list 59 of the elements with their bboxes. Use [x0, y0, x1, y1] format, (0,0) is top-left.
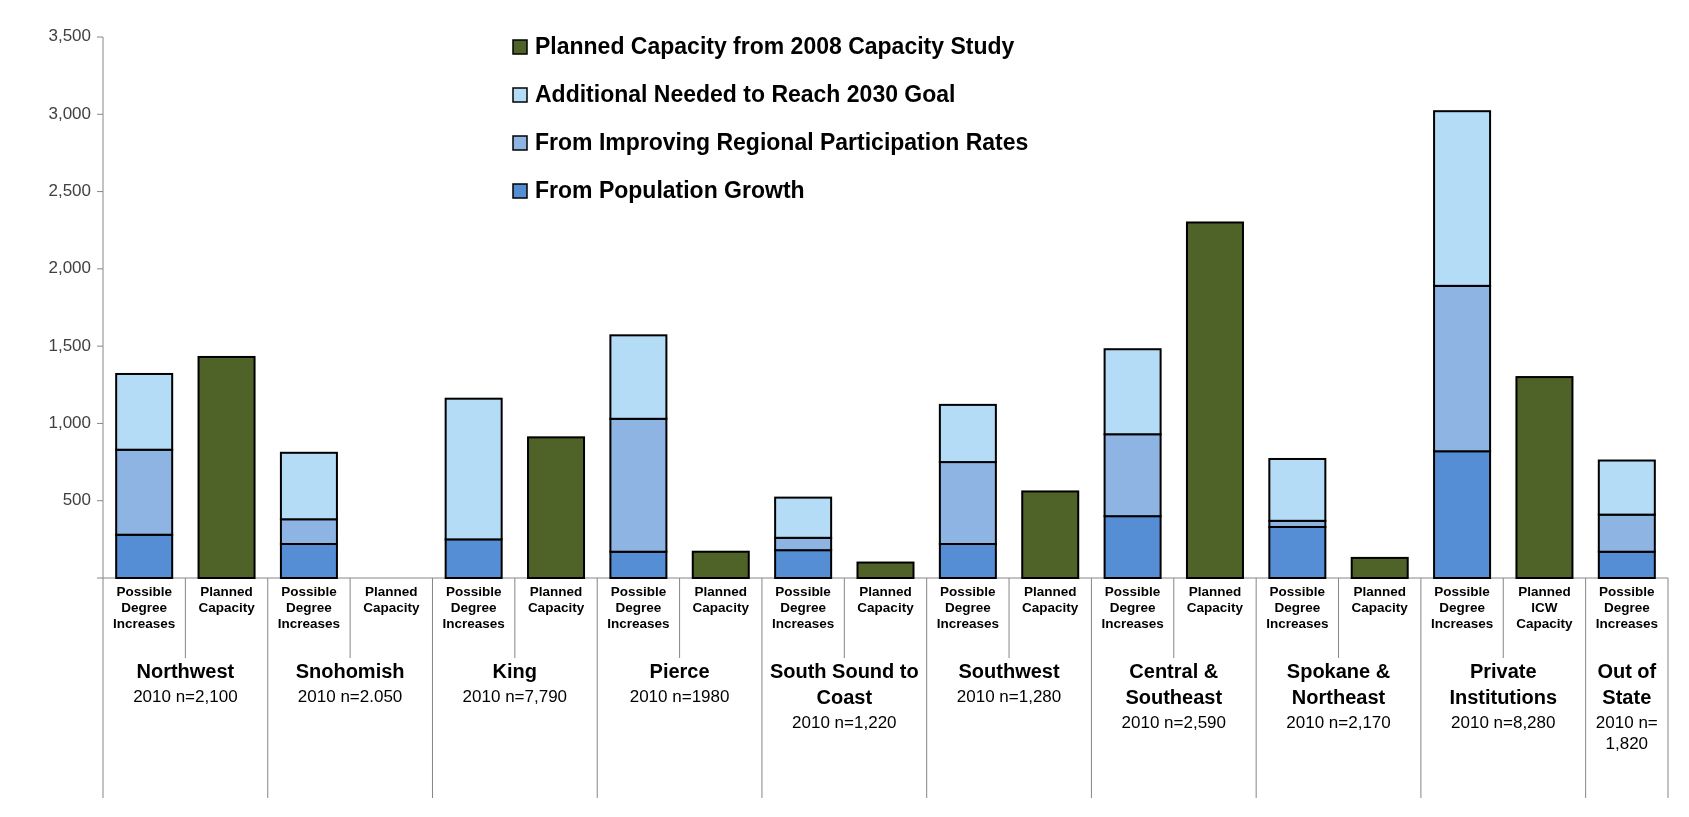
x-tick-label: Planned Capacity [857, 584, 915, 615]
bar [527, 436, 586, 579]
y-tick-label: 2,500 [48, 181, 91, 201]
x-tick-label: Planned Capacity [363, 584, 420, 615]
text: 2010 n=1,280 [956, 687, 1062, 706]
text: 2010 n=2.050 [297, 687, 403, 706]
text: Northwest [136, 660, 235, 682]
bar [1350, 556, 1409, 579]
x-tick-label: Possible Degree Increases [1266, 584, 1329, 631]
legend-label: Planned Capacity from 2008 Capacity Study [535, 33, 1015, 60]
bar [1185, 221, 1244, 579]
bar [1021, 490, 1080, 579]
legend-label: Additional Needed to Reach 2030 Goal [535, 81, 956, 108]
text: 2010 n= 1,820 [1595, 713, 1658, 753]
text: 2010 n=1980 [629, 687, 730, 706]
x-tick-label: Possible Degree Increases [1595, 584, 1658, 631]
text: King [492, 660, 538, 682]
text: 2010 n=2,100 [133, 687, 238, 706]
x-tick-label: Possible Degree Increases [771, 584, 835, 631]
x-tick-label: Planned Capacity [527, 584, 585, 615]
text: South Sound to Coast [769, 660, 919, 708]
x-tick-label: Possible Degree Increases [607, 584, 670, 631]
text: Southwest [958, 660, 1060, 682]
legend-label: From Population Growth [535, 177, 805, 204]
text: Spokane & Northeast [1286, 660, 1391, 708]
x-tick-label: Planned Capacity [1022, 584, 1079, 615]
y-tick-label: 1,500 [48, 335, 91, 355]
text: Snohomish [295, 660, 405, 682]
bar [1268, 525, 1327, 579]
bar [691, 550, 750, 579]
text: Out of State [1597, 660, 1657, 708]
x-tick-label: Possible Degree Increases [113, 584, 176, 631]
text: Pierce [649, 660, 710, 682]
bar [1515, 376, 1574, 579]
text: 2010 n=1,220 [792, 713, 897, 732]
text: 2010 n=2,590 [1121, 713, 1227, 732]
text: 2010 n=2,170 [1286, 713, 1391, 732]
x-tick-label: Possible Degree Increases [442, 584, 505, 631]
x-tick-label: Planned Capacity [1351, 584, 1409, 615]
x-tick-label: Possible Degree Increases [1430, 584, 1494, 631]
x-tick-label: Possible Degree Increases [277, 584, 341, 631]
bar [197, 355, 256, 579]
x-tick-label: Possible Degree Increases [1101, 584, 1164, 631]
y-tick-label: 1,000 [48, 412, 91, 432]
x-tick-label: Planned Capacity [198, 584, 256, 615]
text: Private Institutions [1449, 660, 1558, 708]
y-tick-label: 3,000 [48, 103, 91, 123]
x-tick-label: Planned ICW Capacity [1516, 584, 1574, 631]
y-tick-label: 3,500 [48, 26, 91, 46]
x-tick-label: Planned Capacity [692, 584, 750, 615]
text: 2010 n=8,280 [1451, 713, 1556, 732]
text: Central & Southeast [1125, 660, 1223, 708]
bar [856, 561, 915, 579]
legend-label: From Improving Regional Participation Rates [535, 129, 1029, 156]
x-tick-label: Planned Capacity [1186, 584, 1244, 615]
text: 2010 n=7,790 [462, 687, 568, 706]
x-tick-label: Possible Degree Increases [936, 584, 1000, 631]
y-tick-label: 2,000 [48, 258, 91, 278]
y-tick-label: 500 [62, 490, 91, 510]
